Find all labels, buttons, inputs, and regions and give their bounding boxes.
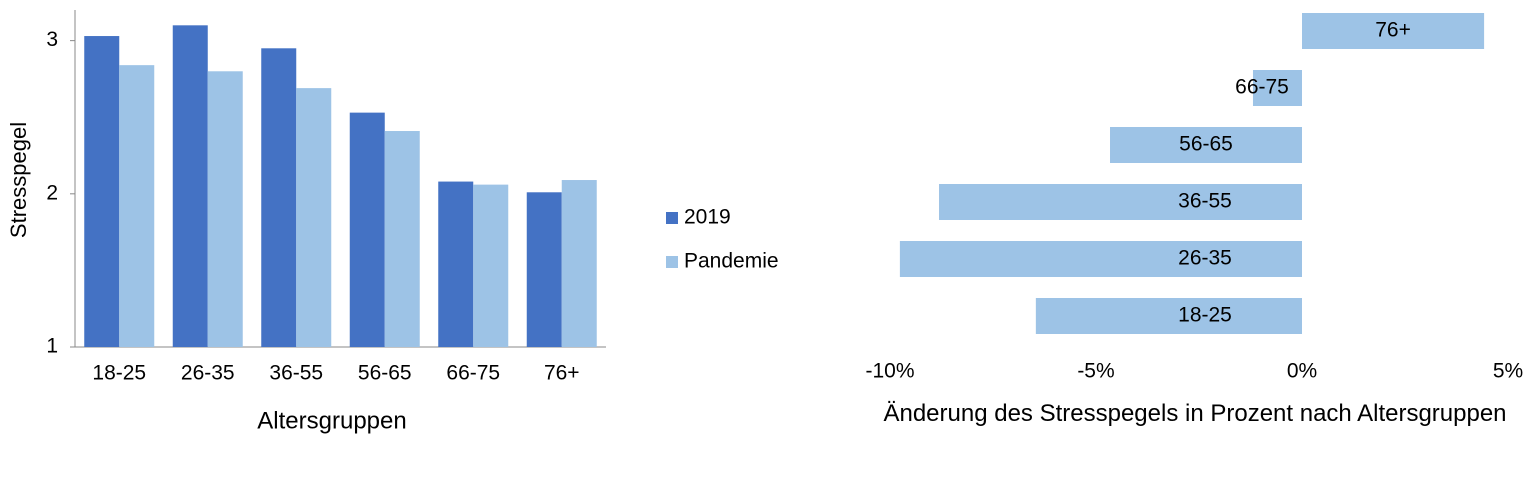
bar (438, 181, 474, 347)
category-label: 76+ (1375, 19, 1411, 42)
bar (899, 241, 1302, 277)
y-tick-label: 1 (46, 335, 58, 358)
x-tick-label: 26-35 (181, 362, 235, 385)
category-label: 66-75 (1235, 76, 1289, 99)
x-tick-label: 0% (1287, 360, 1317, 383)
legend-label: Pandemie (684, 250, 779, 273)
x-tick-label: -5% (1077, 360, 1114, 383)
bar (172, 25, 208, 348)
x-tick-label: 66-75 (446, 362, 500, 385)
legend-swatch (666, 212, 678, 224)
category-label: 26-35 (1178, 247, 1232, 270)
category-label: 18-25 (1178, 304, 1232, 327)
bar (473, 184, 509, 347)
y-tick-label: 3 (46, 28, 58, 51)
x-tick-label: 56-65 (358, 362, 412, 385)
bar (296, 88, 332, 347)
bar (1110, 127, 1302, 163)
x-tick-label: 36-55 (269, 362, 323, 385)
legend-label: 2019 (684, 206, 731, 229)
bar (119, 65, 155, 348)
bar (1302, 13, 1485, 49)
x-axis-label: Änderung des Stresspegels in Prozent nac… (883, 400, 1507, 427)
x-tick-label: 18-25 (92, 362, 146, 385)
bar (561, 180, 597, 347)
x-tick-label: 5% (1493, 360, 1523, 383)
legend-swatch (666, 256, 678, 268)
bar (84, 36, 120, 348)
x-tick-label: 76+ (544, 362, 580, 385)
bar (207, 71, 243, 347)
y-tick-label: 2 (46, 181, 58, 204)
bar (384, 131, 420, 347)
bar (261, 48, 297, 347)
category-label: 36-55 (1178, 190, 1232, 213)
bar (526, 192, 562, 347)
x-tick-label: -10% (865, 360, 914, 383)
bar (349, 112, 385, 347)
y-axis-label: Stresspegel (6, 122, 31, 238)
bar (1035, 298, 1302, 334)
x-axis-label: Altersgruppen (257, 407, 406, 434)
bar (939, 184, 1302, 220)
category-label: 56-65 (1179, 133, 1233, 156)
bar (1252, 70, 1302, 106)
